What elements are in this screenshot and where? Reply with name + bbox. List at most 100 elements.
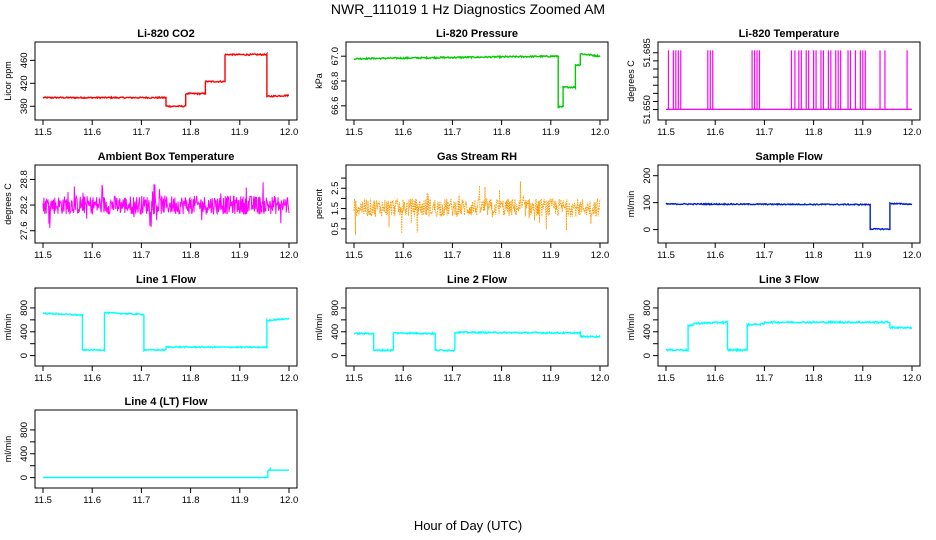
li820-temperature-xtick-label: 11.8 [805,127,823,138]
line-1-flow-series-line [42,311,290,353]
line-2-flow-ytick-label: 0 [330,353,341,358]
line-1-flow-ytick-label: 400 [19,324,30,340]
li820-pressure-xtick-label: 11.5 [345,127,363,138]
line-1-flow-panel: Line 1 Flow ml/min 11.5 11.6 11.7 11.8 11.9 12.… [3,274,298,384]
line-2-flow-xtick-label: 11.8 [493,373,511,384]
ambient-box-temperature-ytick-label: 28.2 [19,196,30,215]
gas-stream-rh-title: Gas Stream RH [437,151,517,163]
line-3-flow-xtick-label: 11.5 [657,373,675,384]
gas-stream-rh-ytick-label: 1.5 [330,202,341,215]
line-1-flow-xtick-label: 11.8 [182,373,200,384]
line-2-flow-panel: Line 2 Flow ml/min 11.5 11.6 11.7 11.8 11.9 12.… [314,274,609,384]
li820-co2-xtick-label: 11.7 [133,127,151,138]
sample-flow-ylabel: ml/min [626,191,636,218]
panels: Li-820 CO2 Licor ppm 11.5 11.6 11.7 11.8 11.9 1… [3,28,921,506]
sample-flow-panel: Sample Flow ml/min 11.5 11.6 11.7 11.8 11.9 12.… [626,151,921,261]
li820-temperature-xtick-label: 12.0 [903,127,922,138]
li820-pressure-ytick-label: 66.8 [330,72,341,91]
ambient-box-temperature-ytick-label: 28.8 [19,170,30,189]
li820-co2-xtick-label: 11.6 [83,127,101,138]
gas-stream-rh-panel: Gas Stream RH percent 11.5 11.6 11.7 11.8 11.9… [314,151,609,261]
line-2-flow-ylabel: ml/min [314,314,324,341]
li820-pressure-xtick-label: 11.7 [444,127,462,138]
line-2-flow-xtick-label: 11.6 [394,373,412,384]
ambient-box-temperature-title: Ambient Box Temperature [98,151,235,163]
line-4-lt-flow-title: Line 4 (LT) Flow [125,396,208,408]
line-2-flow-ytick-label: 800 [330,300,341,316]
li820-temperature-xtick-label: 11.9 [854,127,872,138]
gas-stream-rh-series-line [353,181,601,235]
figure-title: NWR_111019 1 Hz Diagnostics Zoomed AM [331,1,605,17]
line-1-flow-ylabel: ml/min [3,314,13,341]
li820-temperature-xtick-label: 11.5 [657,127,675,138]
li820-co2-ylabel: Licor ppm [3,61,13,101]
line-4-lt-flow-ytick-label: 400 [19,446,30,462]
ambient-box-temperature-ytick-label: 27.6 [19,221,30,240]
li820-temperature-xtick-label: 11.7 [756,127,774,138]
line-4-lt-flow-xtick-label: 12.0 [280,495,299,506]
li820-pressure-series-line [353,52,601,109]
li820-temperature-panel: Li-820 Temperature degrees C 11.5 11.6 11.7 1… [626,28,921,138]
sample-flow-ytick-label: 0 [642,227,653,232]
li820-temperature-ytick-label: 51.650 [642,95,653,124]
line-3-flow-series-line [665,319,913,353]
line-4-lt-flow-ytick-label: 800 [19,422,30,438]
line-3-flow-xtick-label: 11.6 [706,373,724,384]
gas-stream-rh-ylabel: percent [314,188,324,219]
line-4-lt-flow-series-line [43,467,290,479]
line-2-flow-xtick-label: 12.0 [591,373,610,384]
line-3-flow-xtick-label: 11.7 [756,373,774,384]
line-2-flow-ytick-label: 400 [330,324,341,340]
sample-flow-xtick-label: 11.8 [805,250,823,261]
ambient-box-temperature-xtick-label: 11.9 [231,250,249,261]
sample-flow-xtick-label: 11.5 [657,250,675,261]
line-1-flow-ytick-label: 0 [19,353,30,358]
line-3-flow-xtick-label: 11.9 [854,373,872,384]
li820-pressure-panel: Li-820 Pressure kPa 11.5 11.6 11.7 11.8 11.9 12… [314,28,609,138]
sample-flow-series-line [665,201,913,231]
li820-pressure-ytick-label: 67.0 [330,47,341,65]
sample-flow-title: Sample Flow [755,151,823,163]
line-3-flow-title: Line 3 Flow [759,274,819,286]
line-4-lt-flow-plot-frame [34,409,298,489]
li820-co2-ytick-label: 380 [19,98,30,114]
li820-co2-ytick-label: 420 [19,75,30,91]
li820-pressure-xtick-label: 11.9 [542,127,560,138]
gas-stream-rh-xtick-label: 11.5 [345,250,363,261]
line-2-flow-xtick-label: 11.7 [444,373,462,384]
line-3-flow-plot-frame [657,287,921,367]
gas-stream-rh-xtick-label: 11.6 [394,250,412,261]
sample-flow-ytick-label: 100 [642,195,653,211]
ambient-box-temperature-xtick-label: 12.0 [280,250,299,261]
li820-co2-series-line [42,51,289,108]
line-4-lt-flow-ytick-label: 0 [19,475,30,480]
figure-xlabel: Hour of Day (UTC) [414,518,522,533]
li820-temperature-plot-frame [657,41,921,121]
line-4-lt-flow-panel: Line 4 (LT) Flow ml/min 11.5 11.6 11.7 11.8 11… [3,396,298,506]
li820-temperature-ytick-label: 51.685 [642,38,653,67]
gas-stream-rh-ytick-label: 0.5 [330,222,341,235]
sample-flow-plot-frame [657,164,921,244]
line-1-flow-xtick-label: 11.5 [34,373,52,384]
ambient-box-temperature-plot-frame [34,164,298,244]
ambient-box-temperature-ylabel: degrees C [3,183,13,225]
li820-co2-xtick-label: 12.0 [280,127,299,138]
li820-co2-plot-frame [34,41,298,121]
li820-pressure-title: Li-820 Pressure [436,28,518,40]
sample-flow-xtick-label: 11.7 [756,250,774,261]
gas-stream-rh-xtick-label: 11.9 [542,250,560,261]
li820-temperature-xtick-label: 11.6 [706,127,724,138]
line-1-flow-ytick-label: 800 [19,300,30,316]
line-3-flow-ylabel: ml/min [626,314,636,341]
line-4-lt-flow-xtick-label: 11.6 [83,495,101,506]
line-2-flow-plot-frame [345,287,609,367]
li820-co2-xtick-label: 11.9 [231,127,249,138]
li820-co2-panel: Li-820 CO2 Licor ppm 11.5 11.6 11.7 11.8 11.9 1… [3,28,298,138]
line-1-flow-plot-frame [34,287,298,367]
li820-co2-title: Li-820 CO2 [137,28,194,40]
line-1-flow-title: Line 1 Flow [136,274,196,286]
li820-co2-xtick-label: 11.8 [182,127,200,138]
ambient-box-temperature-series-line [42,182,290,229]
li820-co2-ytick-label: 460 [19,52,30,68]
line-3-flow-ytick-label: 800 [642,300,653,316]
